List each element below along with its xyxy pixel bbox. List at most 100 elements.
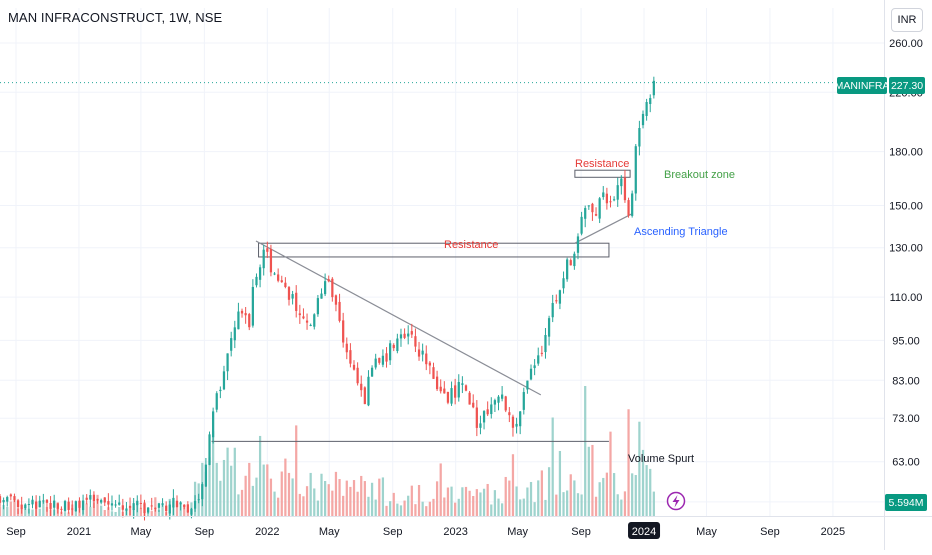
candle-body — [305, 320, 309, 323]
volume-bar — [417, 484, 421, 516]
volume-bar — [641, 449, 645, 516]
candle-body — [323, 281, 327, 295]
candle-body — [363, 387, 366, 405]
candle-body — [38, 500, 41, 508]
triangle-support-line — [574, 212, 633, 244]
last-price-tag — [889, 77, 925, 94]
volume-bar — [277, 497, 280, 516]
candle-body — [273, 273, 276, 275]
resistance-box — [258, 242, 610, 258]
candle-body — [338, 301, 341, 321]
symbol-title: MAN INFRACONSTRUCT, 1W, NSE — [8, 10, 223, 25]
volume-bar — [237, 494, 240, 516]
volume-bar — [302, 496, 305, 516]
volume-bar — [547, 467, 551, 516]
candle-body — [136, 500, 139, 506]
annotations: Resistance Resistance Breakout zone Asce… — [444, 158, 735, 465]
volume-bar — [638, 421, 641, 516]
volume-bar — [222, 459, 226, 516]
candle-body — [186, 504, 189, 513]
candle-body — [309, 324, 312, 326]
volume-bar — [139, 507, 143, 516]
volume-bar — [558, 450, 562, 516]
volume-bar — [594, 496, 598, 516]
volume-bar — [273, 491, 276, 516]
candle-body — [161, 503, 164, 505]
candle-body — [327, 279, 330, 282]
candle-body — [139, 502, 143, 504]
candle-body — [612, 199, 616, 201]
volume-marker: 5.594M — [885, 494, 927, 511]
volume-bar — [587, 446, 590, 516]
time-axis[interactable]: Sep 2021 May Sep 2022 May Sep 2023 May Sep 2024 May… — [0, 516, 932, 540]
time-tick-label: Sep — [760, 526, 780, 538]
breakout-zone-label[interactable]: Breakout zone — [664, 169, 735, 181]
candle-body — [562, 278, 565, 289]
volume-bar — [240, 489, 244, 516]
volume-bar — [175, 503, 179, 516]
volume-bar — [367, 496, 370, 516]
candle-body — [425, 353, 428, 365]
price-tick-label: 83.00 — [892, 375, 920, 387]
volume-bar — [2, 505, 5, 516]
candle-body — [179, 502, 182, 505]
volume-tag-text: 5.594M — [888, 497, 923, 509]
lightning-icon[interactable] — [666, 491, 686, 511]
candle-body — [591, 203, 594, 213]
candle-body — [208, 434, 211, 465]
candle-body — [342, 320, 345, 343]
candle-body — [118, 502, 121, 505]
candle-body — [35, 501, 38, 509]
time-tick-label: May — [507, 526, 528, 538]
volume-bar — [649, 468, 652, 516]
candle-body — [555, 300, 558, 302]
volume-bar — [215, 462, 218, 516]
drawings — [0, 82, 884, 442]
resistance-label-upper[interactable]: Resistance — [575, 158, 629, 170]
candle-body — [67, 501, 70, 510]
volume-bar — [385, 505, 388, 516]
volume-bar — [389, 501, 392, 516]
volume-bar — [100, 505, 103, 516]
volume-bar — [475, 489, 478, 516]
volume-bar — [576, 493, 580, 516]
volume-bar — [464, 486, 468, 516]
volume-bar — [591, 444, 594, 516]
volume-bar — [501, 503, 504, 516]
candle-body — [544, 334, 547, 353]
candle-body — [230, 338, 233, 351]
volume-bar — [432, 498, 435, 516]
volume-bar — [370, 482, 374, 516]
volume-bar — [320, 473, 323, 516]
volume-bar — [342, 495, 345, 516]
currency-button[interactable]: INR — [891, 8, 923, 32]
candle-body — [226, 353, 229, 372]
candle-body — [623, 177, 627, 201]
candle-body — [71, 508, 74, 510]
resistance-label-lower[interactable]: Resistance — [444, 239, 498, 251]
candle-body — [107, 501, 110, 505]
volume-bar — [580, 494, 583, 516]
volume-bar — [612, 473, 616, 516]
volume-bar — [258, 435, 262, 516]
last-price-tag-text: 227.30 — [891, 80, 923, 92]
candle-body — [128, 505, 132, 508]
volume-bar — [540, 470, 543, 516]
candle-body — [287, 287, 291, 300]
volume-bar — [42, 500, 45, 516]
volume-bar — [67, 512, 70, 516]
candle-body — [381, 355, 385, 365]
volume-bar — [482, 488, 486, 516]
volume-bar — [251, 485, 254, 516]
volume-bar — [291, 478, 294, 516]
candle-body — [501, 394, 504, 399]
volume-spurt-label[interactable]: Volume Spurt — [628, 453, 694, 465]
price-tick-label: 95.00 — [892, 335, 920, 347]
volume-bar — [363, 481, 366, 516]
candle-body — [215, 393, 218, 410]
candle-body — [598, 198, 601, 219]
candle-body — [154, 507, 157, 509]
candle-body — [60, 508, 63, 510]
ascending-triangle-label[interactable]: Ascending Triangle — [634, 226, 728, 238]
